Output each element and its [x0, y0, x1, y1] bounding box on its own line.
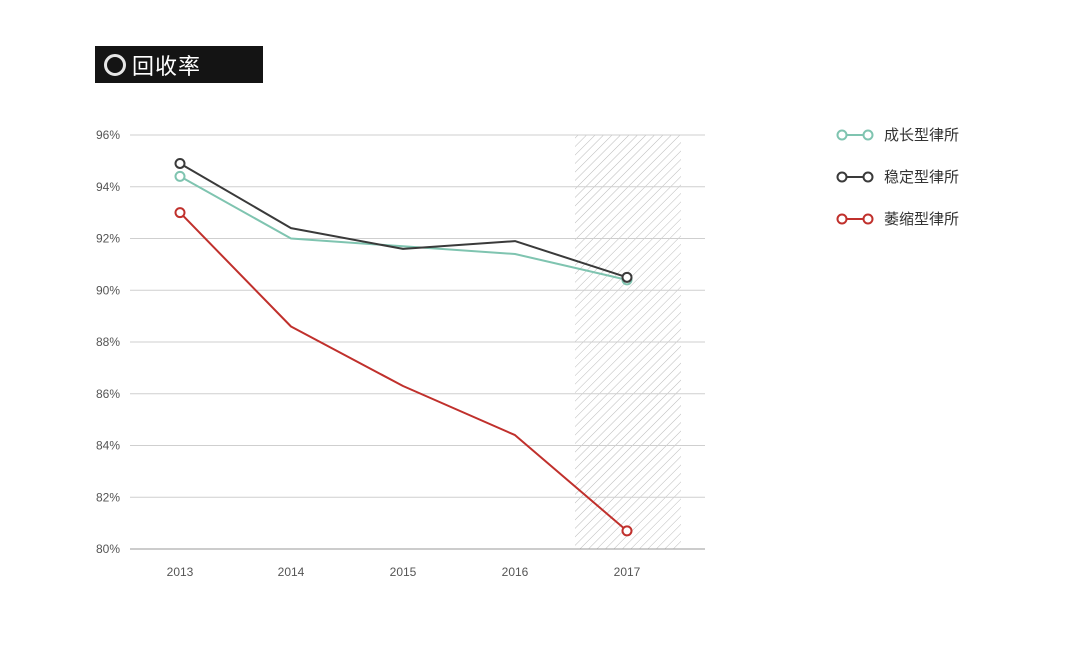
- legend-label: 萎缩型律所: [884, 210, 960, 228]
- legend-item: 萎缩型律所: [836, 208, 959, 229]
- legend: 成长型律所稳定型律所萎缩型律所: [836, 124, 959, 250]
- y-tick-label: 82%: [96, 490, 120, 504]
- legend-label: 稳定型律所: [884, 168, 960, 186]
- legend-swatch: [836, 129, 874, 140]
- legend-swatch: [836, 213, 874, 224]
- title-bar: 回收率: [95, 46, 263, 83]
- y-tick-label: 96%: [96, 128, 120, 142]
- series-point-0: [174, 170, 186, 182]
- y-tick-label: 94%: [96, 180, 120, 194]
- series-line-0: [179, 175, 628, 281]
- series-line-1: [179, 162, 628, 279]
- x-tick-label: 2013: [167, 565, 194, 579]
- legend-label: 成长型律所: [884, 126, 960, 144]
- y-tick-label: 80%: [96, 542, 120, 556]
- y-tick-label: 86%: [96, 387, 120, 401]
- legend-item: 成长型律所: [836, 124, 959, 145]
- series-line-2: [179, 211, 628, 532]
- y-tick-label: 92%: [96, 232, 120, 246]
- legend-item: 稳定型律所: [836, 166, 959, 187]
- x-tick-label: 2015: [390, 565, 417, 579]
- chart-title: 回收率: [132, 54, 202, 80]
- x-tick-label: 2017: [614, 565, 641, 579]
- series-point-2: [621, 525, 633, 537]
- series-point-2: [174, 207, 186, 219]
- ring-icon: [104, 53, 126, 76]
- x-tick-label: 2014: [278, 565, 305, 579]
- series-point-1: [174, 157, 186, 169]
- x-tick-label: 2016: [502, 565, 529, 579]
- series-point-1: [621, 271, 633, 283]
- legend-swatch: [836, 171, 874, 182]
- y-tick-label: 90%: [96, 283, 120, 297]
- y-tick-label: 84%: [96, 439, 120, 453]
- y-tick-label: 88%: [96, 335, 120, 349]
